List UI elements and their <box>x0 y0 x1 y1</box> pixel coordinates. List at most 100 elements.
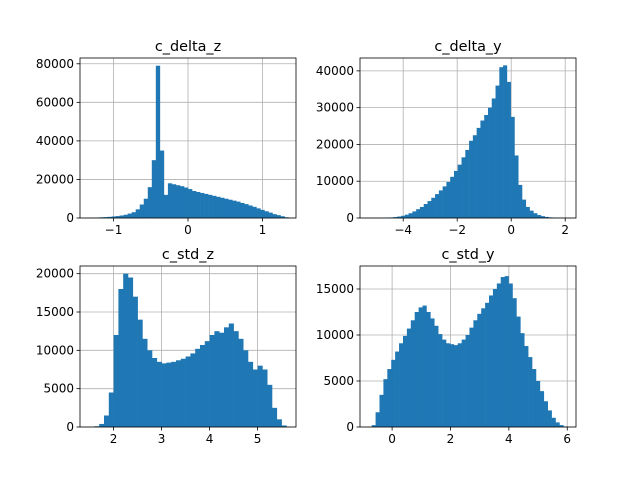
histogram-bar <box>179 186 185 218</box>
histogram-bar <box>243 350 249 427</box>
histogram-bar <box>176 360 182 427</box>
axes-frame <box>359 265 577 428</box>
subplot-title: c_std_y <box>441 247 495 263</box>
histogram-bar <box>155 65 161 218</box>
x-tick-label: 0 <box>388 432 396 446</box>
histogram-bar <box>406 328 412 427</box>
histogram-bar <box>418 307 423 427</box>
y-tick-label: 40000 <box>36 134 74 148</box>
histogram-bar <box>167 183 173 218</box>
histogram-bar <box>248 205 253 218</box>
subplot-title: c_std_z <box>162 247 214 263</box>
histogram-bar <box>272 214 277 218</box>
histogram-bar <box>422 305 427 427</box>
histogram-bar <box>209 335 215 427</box>
histogram-bar <box>272 407 278 427</box>
histogram-bar <box>544 216 549 218</box>
histogram-bar <box>401 215 406 218</box>
histogram-bar <box>103 217 108 218</box>
histogram-bar <box>268 212 273 218</box>
histogram-bar <box>472 135 477 218</box>
y-tick-label: 20000 <box>316 137 354 151</box>
histogram-bar <box>410 320 416 427</box>
histogram-bar <box>435 194 440 218</box>
histogram-bar <box>256 208 261 218</box>
histogram-bar <box>147 187 153 218</box>
histogram-bar <box>522 199 527 218</box>
histogram-bar <box>450 176 455 218</box>
histogram-bar <box>142 338 148 427</box>
y-tick-label: 20000 <box>36 172 74 186</box>
y-tick-label: 10000 <box>316 328 354 342</box>
histogram-bar <box>547 410 552 427</box>
x-tick-label: −4 <box>394 223 412 237</box>
histogram-bar <box>281 425 287 427</box>
histogram-bar <box>540 216 545 218</box>
histogram-bar <box>185 356 191 427</box>
histogram-bar <box>525 206 530 218</box>
histogram-bar <box>131 212 137 218</box>
histogram-bar <box>200 192 205 218</box>
histogram-bar <box>190 353 196 427</box>
histogram-bar <box>481 308 486 427</box>
x-tick-label: 0 <box>507 223 515 237</box>
histogram-bar <box>163 194 169 218</box>
histogram-bar <box>276 215 281 218</box>
histogram-bar <box>228 199 233 218</box>
histogram-bar <box>118 289 124 427</box>
histogram-bar <box>485 302 490 427</box>
subplot-title: c_delta_z <box>155 39 221 55</box>
histogram-bar <box>267 384 273 427</box>
histogram-bar <box>371 425 376 427</box>
histogram-bar <box>123 214 128 218</box>
histogram-bar <box>220 197 225 218</box>
histogram-bar <box>264 211 269 218</box>
histogram-bar <box>387 369 392 427</box>
histogram-bar <box>402 335 408 427</box>
x-tick-label: 2 <box>561 223 569 237</box>
histogram-bar <box>412 211 417 218</box>
histogram-bar <box>212 195 217 218</box>
y-tick-label: 15000 <box>36 305 74 319</box>
histogram-bar <box>500 277 505 427</box>
histogram-bar <box>204 193 209 218</box>
histogram-bar <box>240 202 245 218</box>
histogram-bar <box>208 194 213 218</box>
histogram-bar <box>480 120 485 218</box>
histogram-bar <box>442 339 447 427</box>
x-tick-label: 4 <box>505 432 513 446</box>
subplot-title: c_delta_y <box>434 39 502 55</box>
histogram-bar <box>204 341 210 427</box>
histogram-bar <box>442 186 447 218</box>
histogram-bar <box>445 343 451 427</box>
histogram-bar <box>426 312 431 427</box>
histogram-bar <box>113 335 119 427</box>
histogram-bar <box>232 200 237 218</box>
histogram-bar <box>224 327 230 427</box>
histogram-bar <box>533 213 538 218</box>
histogram-bar <box>537 215 542 218</box>
histogram-bar <box>128 277 134 427</box>
histogram-bar <box>496 283 502 427</box>
histogram-bar <box>503 65 508 218</box>
y-tick-label: 0 <box>346 211 354 225</box>
histogram-bar <box>257 365 263 427</box>
histogram-bar <box>139 204 145 218</box>
histogram-bar <box>383 379 388 427</box>
y-tick-label: 10000 <box>316 174 354 188</box>
histogram-bar <box>244 204 249 218</box>
histogram-bar <box>416 209 421 218</box>
histogram-bar <box>469 327 474 427</box>
axes-frame <box>359 57 577 219</box>
histogram-bar <box>262 369 268 427</box>
histogram-bar <box>216 196 221 218</box>
histogram-bar <box>119 215 124 218</box>
histogram-bar <box>528 357 533 427</box>
histogram-bar <box>224 198 229 218</box>
histogram-bar <box>214 331 220 427</box>
histogram-bar <box>397 216 402 218</box>
histogram-bar <box>195 348 201 427</box>
y-tick-label: 5000 <box>323 374 354 388</box>
histogram-bar <box>438 334 443 427</box>
histogram-bar <box>457 343 462 427</box>
